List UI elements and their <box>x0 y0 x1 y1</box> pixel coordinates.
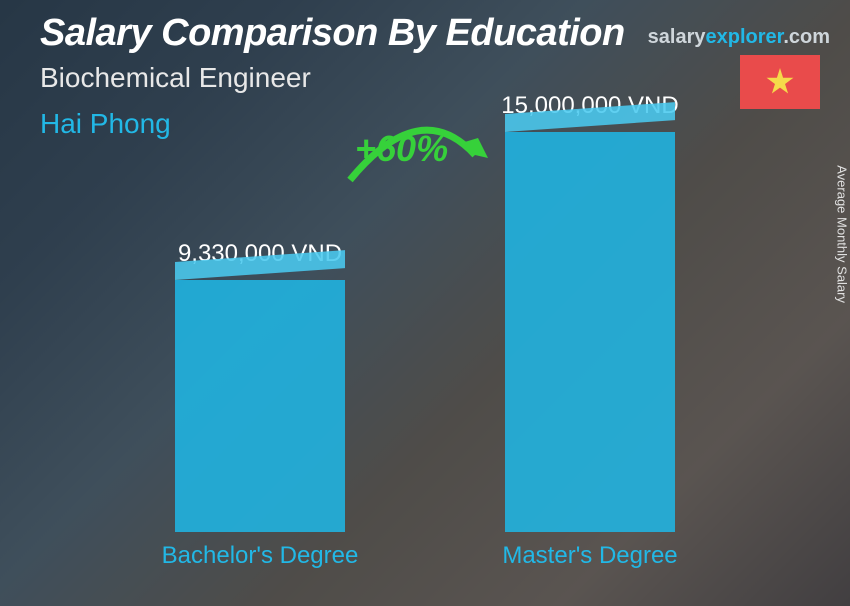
page-title: Salary Comparison By Education <box>40 12 625 55</box>
y-axis-label: Average Monthly Salary <box>835 165 850 303</box>
bar-category: Bachelor's Degree <box>160 542 360 570</box>
brand-logo: salaryexplorer.com <box>648 26 830 49</box>
brand-highlight: explorer <box>705 26 783 48</box>
delta-label: +60% <box>355 128 448 170</box>
brand-prefix: salary <box>648 26 706 48</box>
brand-suffix: .com <box>783 26 830 48</box>
bar-category: Master's Degree <box>490 542 690 570</box>
country-flag <box>740 55 820 109</box>
location-label: Hai Phong <box>40 108 171 140</box>
flag-star-icon <box>766 68 794 96</box>
bar-chart: 9,330,000 VND Bachelor's Degree 15,000,0… <box>100 156 740 596</box>
job-title: Biochemical Engineer <box>40 62 311 94</box>
